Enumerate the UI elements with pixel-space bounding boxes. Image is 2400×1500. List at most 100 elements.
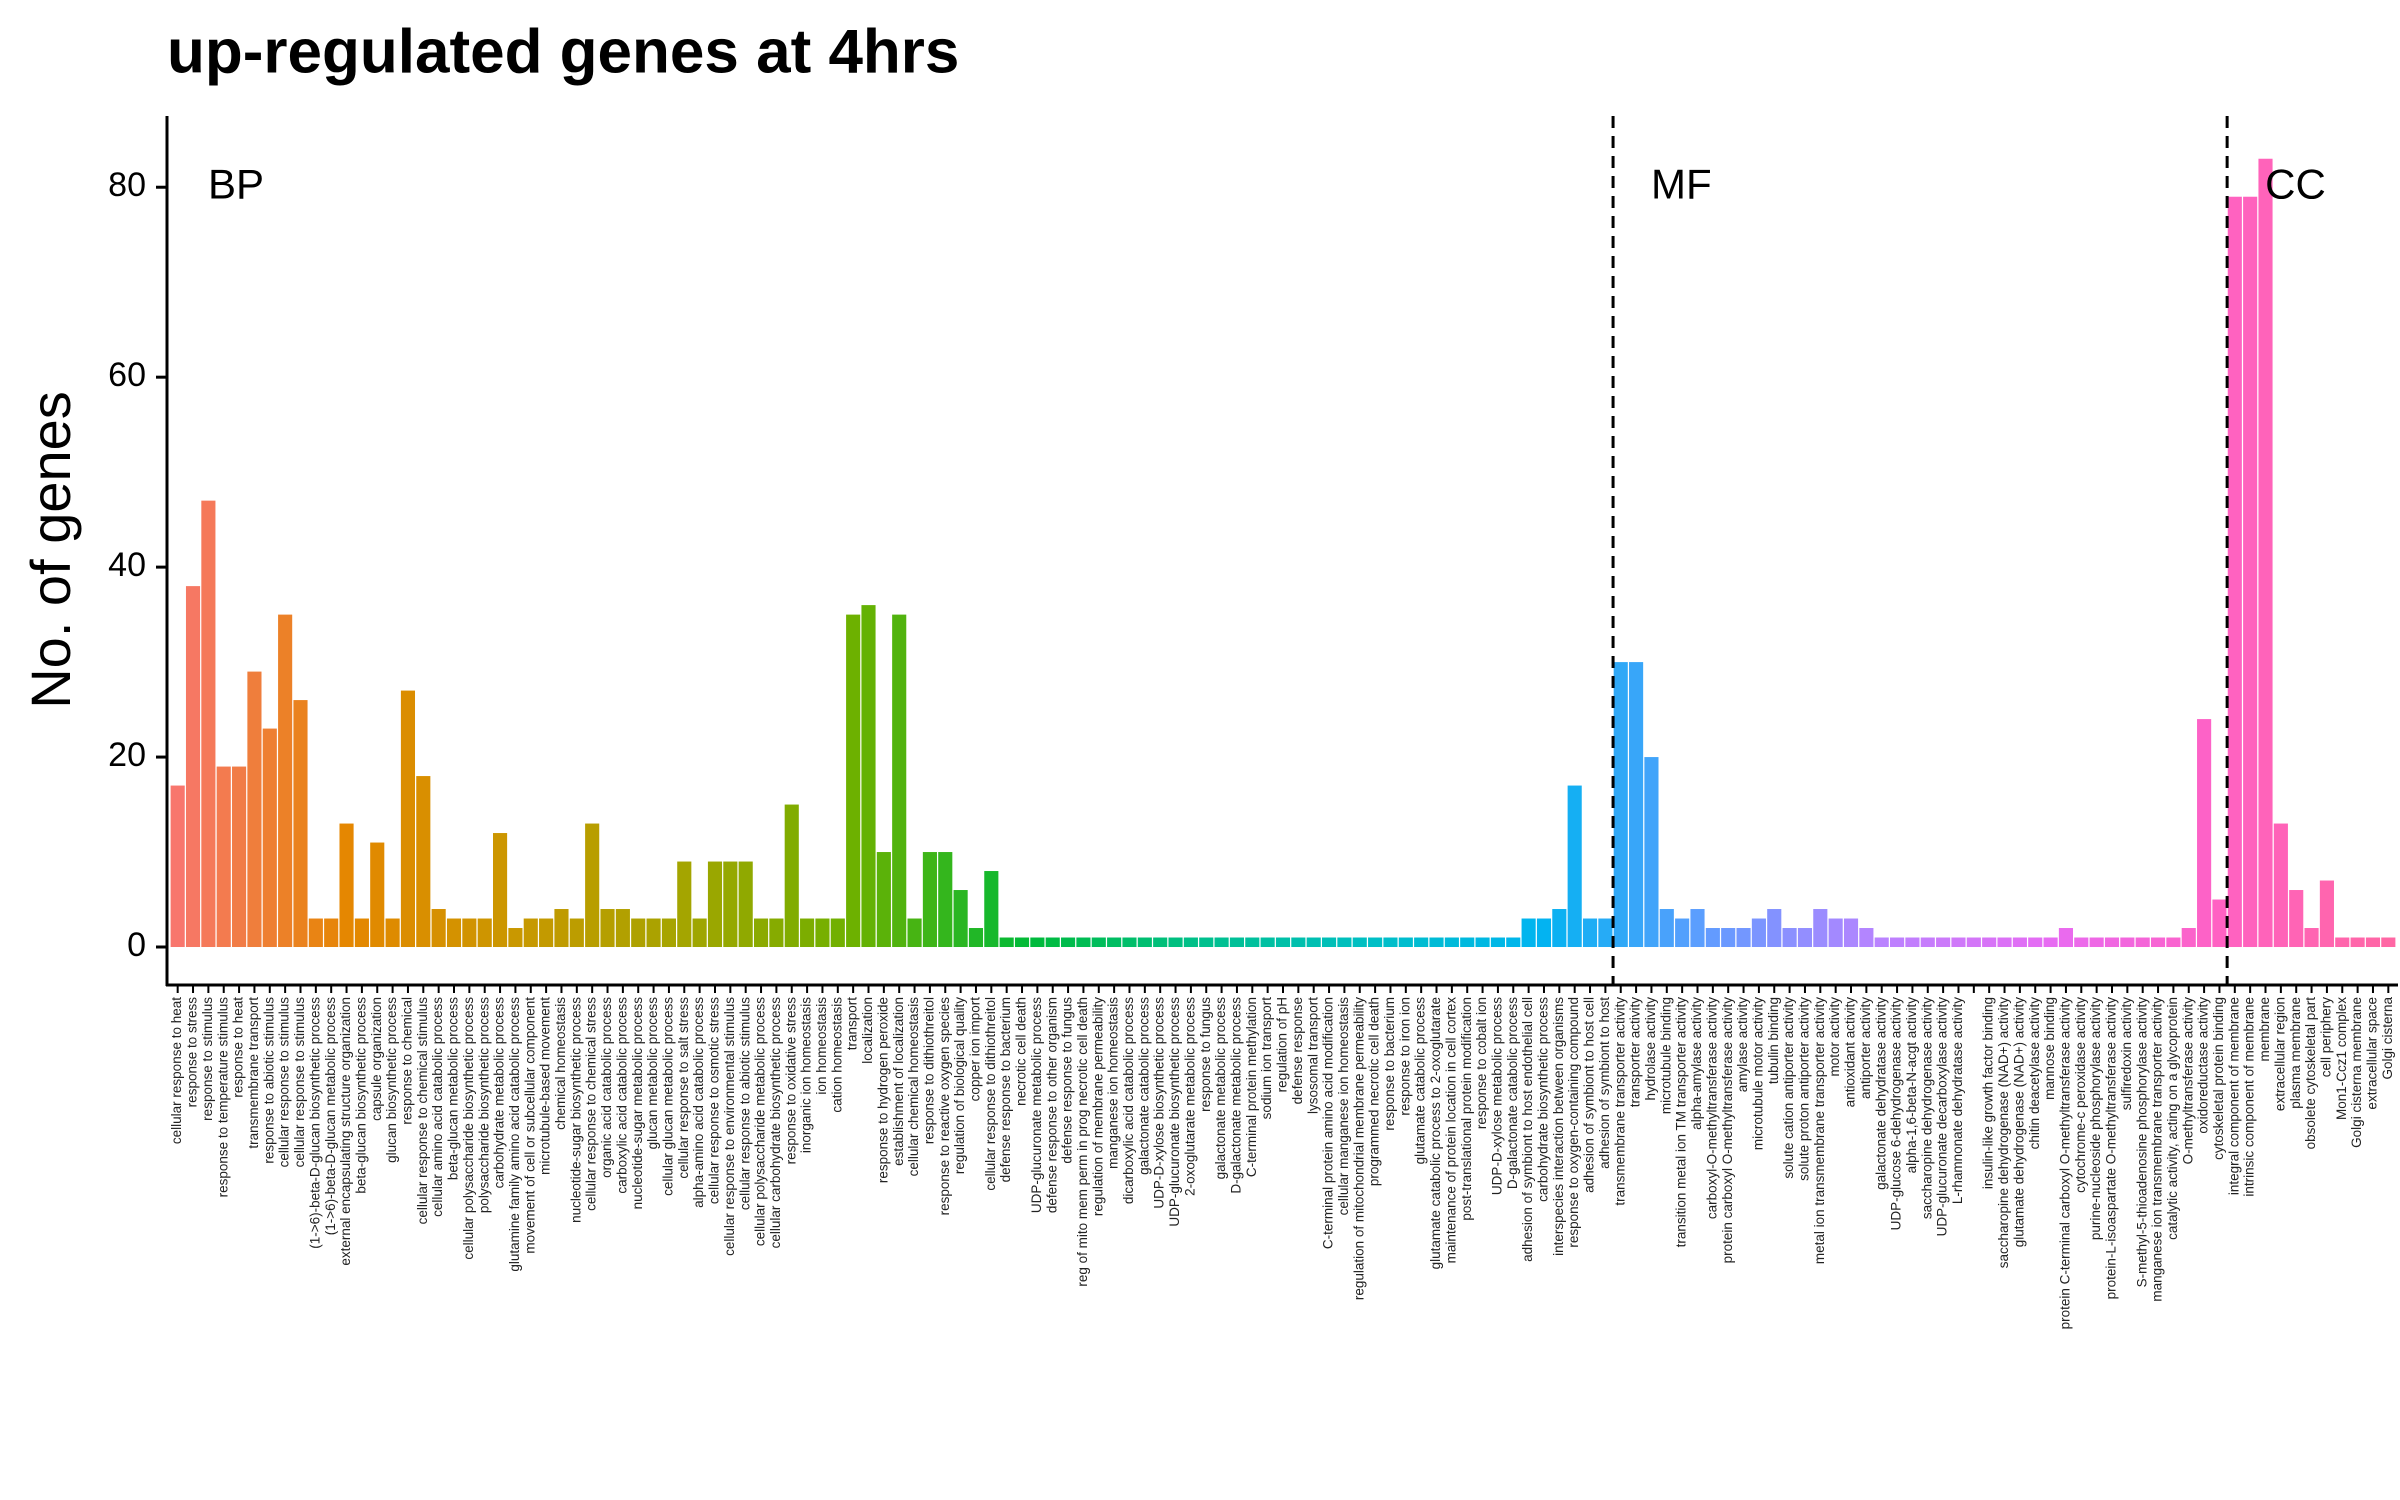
bar bbox=[677, 861, 692, 948]
bar bbox=[815, 918, 830, 948]
bar bbox=[1414, 937, 1429, 948]
bar bbox=[1352, 937, 1367, 948]
x-tick-label: intrinsic component of membrane bbox=[2242, 997, 2257, 1197]
group-label: MF bbox=[1651, 160, 1712, 207]
x-tick-label: chemical homeostasis bbox=[553, 997, 568, 1130]
bar bbox=[2258, 158, 2273, 948]
x-tick-label: microtubule motor activity bbox=[1750, 997, 1765, 1150]
bar bbox=[1229, 937, 1245, 948]
x-tick-label: purine-nucleoside phosphorylase activity bbox=[2088, 997, 2103, 1240]
x-tick-label: cellular response to heat bbox=[169, 997, 184, 1144]
x-tick-label: response to heat bbox=[231, 997, 246, 1098]
bar bbox=[2197, 719, 2212, 948]
x-tick-label: beta-glucan metabolic process bbox=[446, 997, 461, 1180]
x-tick-label: O-methyltransferase activity bbox=[2180, 997, 2195, 1165]
x-tick-label: lysosomal transport bbox=[1305, 997, 1320, 1114]
x-tick-label: glutamate catabolic process to 2-oxoglut… bbox=[1428, 997, 1443, 1269]
x-tick-label: UDP-D-xylose biosynthetic process bbox=[1152, 997, 1167, 1209]
bar bbox=[431, 909, 446, 948]
x-tick-label: response to temperature stimulus bbox=[215, 997, 230, 1198]
x-tick-label: oxidoreductase activity bbox=[2196, 997, 2211, 1134]
bar bbox=[2150, 937, 2166, 948]
bar bbox=[385, 918, 400, 948]
x-tick-label: carboxyl-O-methyltransferase activity bbox=[1704, 997, 1719, 1219]
bar bbox=[2043, 937, 2058, 948]
x-tick-label: cellular response to environmental stimu… bbox=[722, 997, 737, 1256]
x-tick-label: adhesion of symbiont to host cell bbox=[1582, 997, 1597, 1193]
bar bbox=[293, 700, 308, 948]
bar bbox=[953, 890, 968, 948]
bar bbox=[477, 918, 492, 948]
x-tick-label: alpha-amino acid catabolic process bbox=[691, 997, 706, 1208]
bar bbox=[1030, 937, 1045, 948]
x-tick-label: Golgi cisterna bbox=[2380, 997, 2395, 1080]
bar bbox=[723, 861, 738, 948]
x-tick-label: extracellular space bbox=[2365, 997, 2380, 1110]
x-tick-label: protein-L-isoaspartate O-methyltransfera… bbox=[2104, 997, 2119, 1300]
bar bbox=[2335, 937, 2350, 948]
x-tick-label: motor activity bbox=[1827, 997, 1842, 1077]
bar bbox=[1122, 937, 1137, 948]
bar bbox=[1843, 918, 1859, 948]
bar bbox=[876, 852, 891, 948]
bar bbox=[1936, 937, 1951, 948]
bar bbox=[1705, 928, 1720, 948]
bar bbox=[1629, 662, 1644, 948]
bar bbox=[1659, 909, 1674, 948]
x-tick-label: ion homeostasis bbox=[814, 997, 829, 1095]
bar bbox=[753, 918, 769, 948]
bar bbox=[846, 614, 861, 948]
bar bbox=[2212, 899, 2227, 948]
y-tick-label: 20 bbox=[108, 736, 146, 774]
x-tick-label: necrotic cell death bbox=[1014, 997, 1029, 1106]
x-tick-label: obsolete cytoskeletal part bbox=[2303, 997, 2318, 1150]
bar bbox=[2181, 928, 2196, 948]
x-tick-label: response to iron ion bbox=[1397, 997, 1412, 1116]
bar bbox=[1890, 937, 1905, 948]
x-tick-label: beta-glucan biosynthetic process bbox=[353, 997, 368, 1194]
x-tick-label: manganese ion homeostasis bbox=[1106, 997, 1121, 1169]
bar bbox=[1291, 937, 1306, 948]
x-tick-label: response to cobalt ion bbox=[1474, 997, 1489, 1129]
bar bbox=[922, 852, 937, 948]
bar bbox=[339, 823, 354, 948]
x-tick-label: hydrolase activity bbox=[1643, 997, 1658, 1101]
x-tick-label: cellular response to chemical stress bbox=[584, 997, 599, 1211]
x-tick-label: defense response to other organism bbox=[1044, 997, 1059, 1213]
bar bbox=[2120, 937, 2135, 948]
x-tick-label: metal ion transmembrane transporter acti… bbox=[1812, 997, 1827, 1264]
x-tick-label: 2-oxoglutarate metabolic process bbox=[1182, 997, 1197, 1196]
bar bbox=[1905, 937, 1920, 948]
bar bbox=[1982, 937, 1997, 948]
chart-title: up-regulated genes at 4hrs bbox=[167, 17, 959, 86]
x-tick-label: chitin deacetylase activity bbox=[2027, 997, 2042, 1150]
bar bbox=[707, 861, 723, 948]
bar bbox=[585, 823, 600, 948]
x-tick-label: localization bbox=[860, 997, 875, 1064]
x-tick-label: galactonate catabolic process bbox=[1136, 997, 1151, 1175]
x-tick-label: transporter activity bbox=[1628, 997, 1643, 1108]
bar bbox=[1076, 937, 1091, 948]
group-label: BP bbox=[208, 160, 264, 207]
bar bbox=[968, 928, 984, 948]
bar bbox=[615, 909, 630, 948]
bar bbox=[493, 833, 508, 948]
x-tick-label: UDP-glucose 6-dehydrogenase activity bbox=[1889, 997, 1904, 1231]
bar bbox=[1874, 937, 1889, 948]
x-tick-label: glucan metabolic process bbox=[645, 997, 660, 1150]
x-tick-label: regulation of membrane permeability bbox=[1090, 997, 1105, 1216]
bar bbox=[646, 918, 661, 948]
x-tick-label: response to bacterium bbox=[1382, 997, 1397, 1131]
bar bbox=[1751, 918, 1766, 948]
x-tick-label: transmembrane transport bbox=[246, 997, 261, 1149]
bar bbox=[1613, 662, 1628, 948]
x-tick-label: carbohydrate metabolic process bbox=[492, 997, 507, 1189]
bar bbox=[462, 918, 477, 948]
x-tick-label: cytochrome-c peroxidase activity bbox=[2073, 997, 2088, 1193]
x-tick-label: (1->6)-beta-D-glucan biosynthetic proces… bbox=[307, 997, 322, 1249]
bar bbox=[2166, 937, 2181, 948]
y-tick-label: 0 bbox=[127, 926, 146, 964]
bar bbox=[247, 671, 262, 948]
bar bbox=[1153, 937, 1168, 948]
